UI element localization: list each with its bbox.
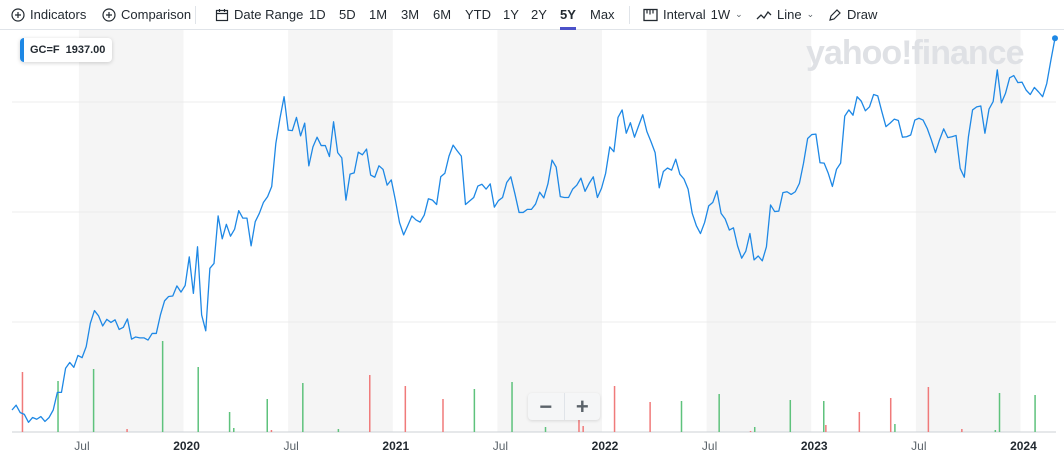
date-range-button[interactable]: Date Range: [215, 7, 303, 22]
volume-bar: [749, 431, 752, 432]
chart-toolbar: Indicators Comparison Date Range 1D 5D 1…: [0, 0, 1064, 30]
interval-dropdown[interactable]: Interval 1W ⌄: [643, 7, 743, 22]
x-tick-label: Jul: [283, 439, 298, 453]
shaded-period-band: [288, 30, 393, 432]
draw-button[interactable]: Draw: [828, 7, 877, 22]
volume-bar: [511, 382, 513, 432]
x-tick-label: 2022: [592, 439, 619, 453]
plus-circle-icon: [11, 7, 25, 22]
volume-bar: [544, 427, 547, 432]
volume-bar: [126, 429, 128, 432]
x-tick-label: Jul: [702, 439, 717, 453]
range-5d[interactable]: 5D: [339, 7, 356, 22]
volume-bar: [894, 424, 896, 432]
price-chart[interactable]: Jul 2020 Jul 2021 Jul 2022 Jul 2023 Jul 2024: [0, 30, 1064, 470]
volume-bar: [649, 402, 651, 432]
comparison-button[interactable]: Comparison: [102, 7, 191, 22]
range-ytd[interactable]: YTD: [465, 7, 491, 22]
interval-label: Interval: [663, 7, 706, 22]
volume-bar: [270, 430, 273, 432]
ruler-icon: [643, 8, 658, 21]
range-1d[interactable]: 1D: [309, 7, 326, 22]
line-label: Line: [777, 7, 802, 22]
x-tick-label: 2023: [801, 439, 828, 453]
indicators-button[interactable]: Indicators: [11, 7, 86, 22]
volume-bar: [473, 389, 476, 432]
zoom-out-button[interactable]: −: [528, 393, 565, 420]
range-3m[interactable]: 3M: [401, 7, 420, 22]
x-tick-label: Jul: [911, 439, 926, 453]
zoom-controls: − +: [528, 393, 600, 420]
x-tick-label: 2021: [382, 439, 409, 453]
divider: [195, 6, 196, 24]
last-price-dot: [1052, 35, 1058, 42]
volume-bar: [369, 375, 371, 432]
range-5y[interactable]: 5Y: [560, 7, 576, 30]
volume-bar: [961, 429, 963, 432]
zoom-in-button[interactable]: +: [575, 393, 589, 419]
shaded-period-band: [915, 30, 1021, 432]
volume-bar: [789, 400, 792, 432]
volume-bar: [998, 393, 1001, 432]
range-1m[interactable]: 1M: [369, 7, 388, 22]
volume-bar: [718, 394, 720, 432]
pencil-icon: [829, 8, 841, 21]
volume-bar: [57, 381, 59, 432]
volume-bar: [233, 428, 235, 432]
volume-bar: [21, 372, 24, 432]
comparison-label: Comparison: [121, 7, 192, 22]
volume-bar: [927, 387, 930, 432]
plus-circle-icon: [102, 7, 116, 22]
volume-bar: [442, 399, 444, 432]
volume-bar: [613, 386, 616, 432]
price-line: [11, 38, 1056, 423]
chart-type-dropdown[interactable]: Line ⌄: [756, 7, 814, 22]
volume-bar: [680, 401, 683, 432]
x-tick-label: Jul: [493, 439, 508, 453]
draw-label: Draw: [847, 7, 878, 22]
volume-bar: [266, 399, 268, 432]
tooltip-value: 1937.00: [65, 44, 106, 56]
date-range-label: Date Range: [234, 7, 304, 22]
price-tooltip: GC=F 1937.00: [20, 38, 113, 62]
x-tick-label: 2024: [1010, 439, 1037, 453]
volume-bar: [1034, 395, 1036, 432]
volume-bar: [582, 426, 584, 432]
volume-bar: [823, 401, 825, 432]
volume-bar: [228, 412, 231, 432]
range-1y[interactable]: 1Y: [503, 7, 519, 22]
range-2y[interactable]: 2Y: [531, 7, 547, 22]
shaded-period-band: [706, 30, 812, 432]
volume-bar: [337, 429, 340, 432]
volume-bar: [858, 412, 861, 432]
x-tick-label: 2020: [173, 439, 200, 453]
volume-bar: [302, 383, 304, 432]
calendar-icon: [215, 8, 229, 21]
shaded-period-band: [497, 30, 602, 432]
range-6m[interactable]: 6M: [433, 7, 452, 22]
indicators-label: Indicators: [30, 7, 87, 22]
volume-bar: [825, 425, 827, 432]
volume-bar: [889, 398, 892, 432]
yahoo-finance-watermark: yahoo!finance: [806, 34, 1024, 72]
chevron-down-icon: ⌄: [735, 9, 743, 19]
volume-bar: [92, 369, 95, 432]
shaded-period-band: [78, 30, 184, 432]
range-max[interactable]: Max: [590, 7, 615, 22]
volume-bar: [404, 386, 407, 432]
volume-bar: [197, 367, 199, 432]
line-chart-icon: [756, 10, 772, 19]
volume-bar: [753, 427, 756, 432]
divider: [629, 6, 630, 24]
x-tick-label: Jul: [74, 439, 89, 453]
interval-value: 1W: [710, 7, 731, 22]
volume-bar: [161, 341, 164, 432]
volume-bar: [994, 430, 997, 432]
tooltip-symbol: GC=F: [30, 44, 60, 56]
chevron-down-icon: ⌄: [806, 9, 815, 19]
